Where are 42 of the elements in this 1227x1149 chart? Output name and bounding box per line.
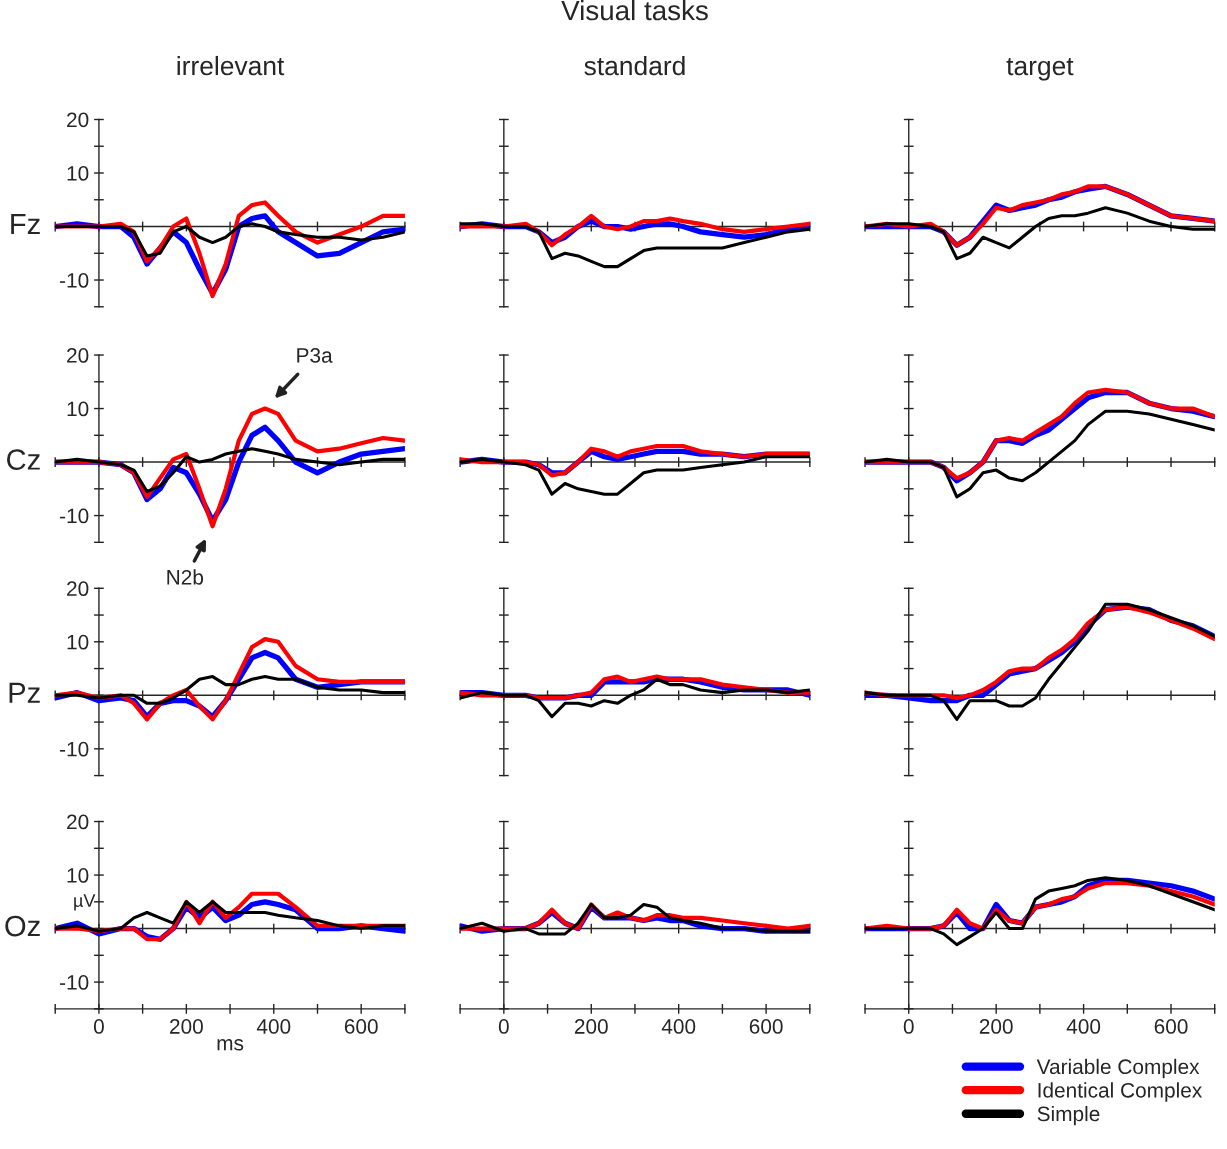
legend-label: Variable Complex	[1036, 1058, 1200, 1079]
y-tick-label: -10	[60, 741, 89, 757]
x-tick-label: 200	[979, 1019, 1013, 1034]
y-tick-label: 10	[67, 634, 89, 650]
x-tick-label: 200	[170, 1019, 203, 1034]
x-axis-title: ms	[217, 1039, 244, 1051]
y-tick-label: -10	[60, 975, 89, 990]
line-series	[55, 447, 405, 494]
x-tick-label: 400	[256, 1019, 291, 1034]
y-tick-label: 20	[67, 348, 89, 363]
y-axis-title: Fz	[11, 213, 40, 235]
line-series	[55, 222, 405, 258]
y-tick-label: -10	[60, 508, 89, 524]
y-tick-label: 10	[67, 868, 89, 883]
x-tick-label: 400	[1066, 1019, 1101, 1034]
annotation: P3a	[297, 348, 333, 363]
y-tick-label: -10	[60, 273, 89, 288]
x-tick-label: 0	[498, 1019, 509, 1034]
y-axis-title: Oz	[5, 915, 40, 937]
line-series	[55, 675, 405, 705]
y-tick-label: 10	[67, 401, 89, 417]
y-tick-label: 20	[67, 581, 89, 597]
y-axis-title: Pz	[9, 682, 40, 703]
y-tick-label: 10	[67, 166, 89, 181]
x-tick-label: 0	[93, 1019, 104, 1034]
chart-subtitle: irrelevant	[177, 55, 285, 76]
chart-subtitle: target	[1006, 57, 1074, 81]
chart-subtitle: standard	[584, 55, 685, 76]
x-tick-label: 0	[903, 1019, 914, 1034]
x-tick-label: 200	[574, 1019, 608, 1034]
annotation: N2b	[167, 569, 204, 585]
y-tick-label: 20	[67, 112, 89, 128]
x-tick-label: 600	[749, 1019, 783, 1034]
legend-label: Simple	[1037, 1105, 1100, 1126]
x-tick-label: 400	[661, 1019, 696, 1034]
y-axis-title: Cz	[7, 449, 40, 470]
x-tick-label: 600	[1154, 1019, 1188, 1034]
legend-label: Identical Complex	[1038, 1082, 1203, 1102]
x-tick-label: 600	[344, 1019, 378, 1034]
y-tick-label: 20	[67, 814, 89, 830]
annotation: µV	[74, 894, 96, 911]
chart-title: Visual tasks	[561, 0, 708, 21]
